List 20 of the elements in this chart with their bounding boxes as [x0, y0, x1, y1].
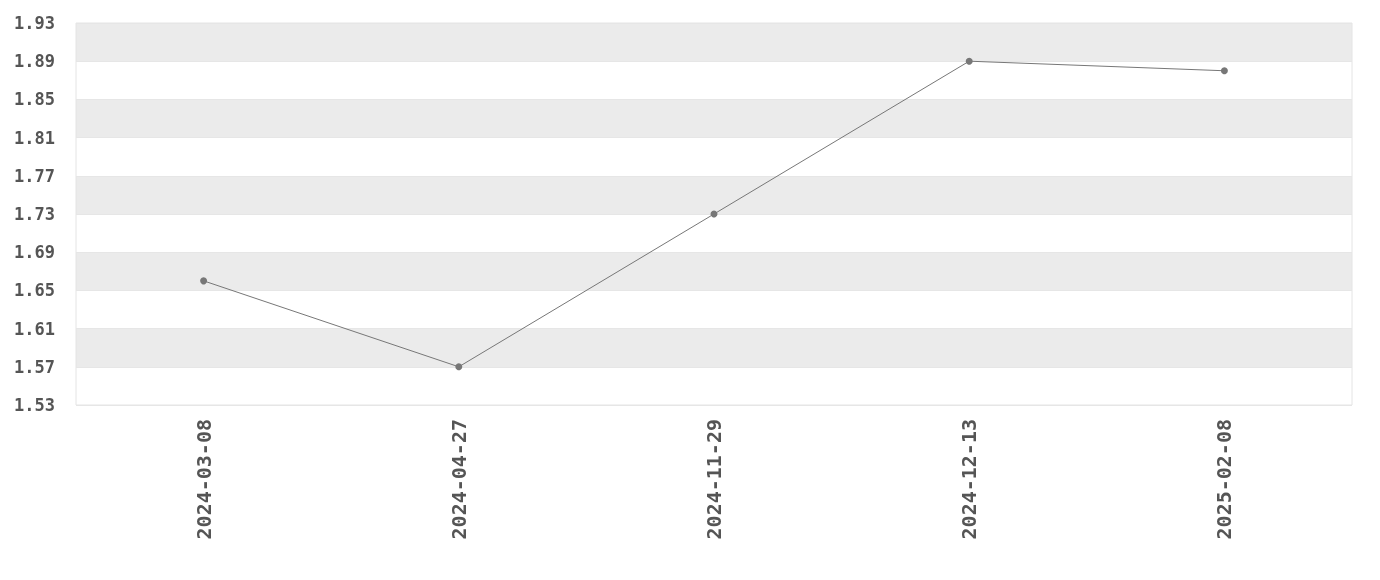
x-tick-label: 2024-03-08 — [191, 419, 216, 540]
x-tick-label: 2024-04-27 — [446, 419, 471, 540]
point — [965, 57, 973, 65]
point — [200, 277, 208, 285]
y-tick-label: 1.77 — [14, 165, 55, 186]
x-tick-label: 2024-11-29 — [702, 419, 726, 540]
x-tick-label: 2025-02-08 — [1212, 419, 1237, 540]
y-tick-label: 1.65 — [14, 280, 55, 301]
point — [1220, 67, 1228, 75]
y-tick-label: 1.85 — [14, 89, 55, 110]
y-tick-label: 1.69 — [14, 242, 55, 263]
y-tick-label: 1.89 — [14, 51, 55, 72]
y-tick-label: 1.57 — [14, 356, 55, 377]
x-tick-label: 2024-12-13 — [957, 419, 982, 540]
y-tick-label: 1.93 — [14, 13, 55, 33]
y-tick-label: 1.53 — [14, 395, 55, 415]
y-tick-label: 1.61 — [14, 318, 55, 339]
point — [455, 363, 463, 371]
y-tick-label: 1.81 — [14, 127, 55, 148]
y-tick-label: 1.73 — [14, 204, 55, 224]
